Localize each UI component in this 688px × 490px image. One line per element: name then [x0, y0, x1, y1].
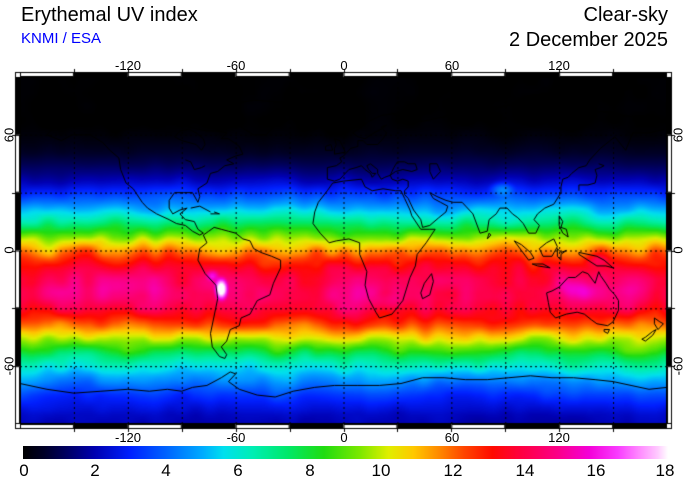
colorbar-tick-3: 6 — [233, 461, 243, 480]
bottom-axis-label-2: 0 — [340, 430, 348, 445]
bottom-axis-label-3: 60 — [444, 430, 460, 445]
colorbar-tick-1: 2 — [90, 461, 100, 480]
right-axis-label-1: 0 — [670, 246, 686, 254]
colorbar-tick-9: 18 — [655, 461, 675, 480]
right-axis-label-0: 60 — [670, 127, 686, 143]
colorbar-tick-7: 14 — [515, 461, 535, 480]
colorbar-tick-2: 4 — [161, 461, 171, 480]
top-axis-label-4: 120 — [548, 58, 570, 73]
bottom-axis-label-4: 120 — [548, 430, 570, 445]
top-axis-label-1: -60 — [226, 58, 246, 73]
bottom-axis-label-1: -60 — [226, 430, 246, 445]
top-axis-label-2: 0 — [340, 58, 348, 73]
colorbar-gradient — [23, 446, 668, 459]
left-axis-label-0: 60 — [1, 127, 17, 143]
bottom-axis-label-0: -120 — [114, 430, 142, 445]
sky-condition-label: Clear-sky — [583, 4, 668, 26]
left-axis-label-1: 0 — [1, 246, 17, 254]
top-axis-label-0: -120 — [114, 58, 142, 73]
top-axis-label-3: 60 — [444, 58, 460, 73]
date-label: 2 December 2025 — [509, 29, 668, 51]
colorbar-tick-5: 10 — [371, 461, 391, 480]
colorbar-tick-0: 0 — [19, 461, 29, 480]
colorbar-tick-4: 8 — [305, 461, 315, 480]
colorbar-tick-8: 16 — [586, 461, 606, 480]
left-axis-label-2: -60 — [1, 356, 17, 376]
page-title: Erythemal UV index — [21, 4, 198, 26]
right-axis-label-2: -60 — [670, 356, 686, 376]
colorbar-tick-6: 12 — [443, 461, 463, 480]
data-source-label: KNMI / ESA — [21, 30, 102, 47]
